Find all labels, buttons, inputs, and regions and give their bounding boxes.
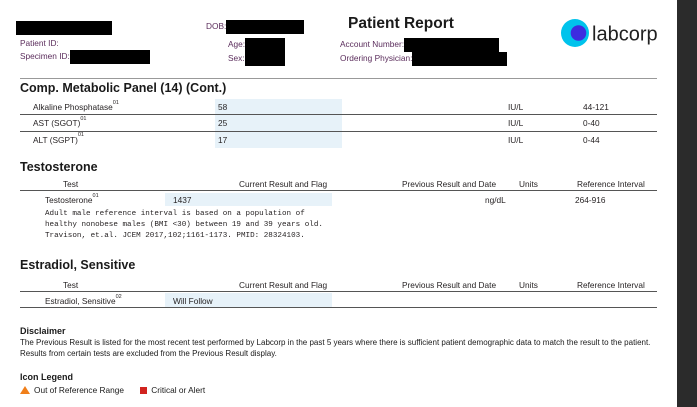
svg-text:labcorp: labcorp — [592, 24, 658, 46]
